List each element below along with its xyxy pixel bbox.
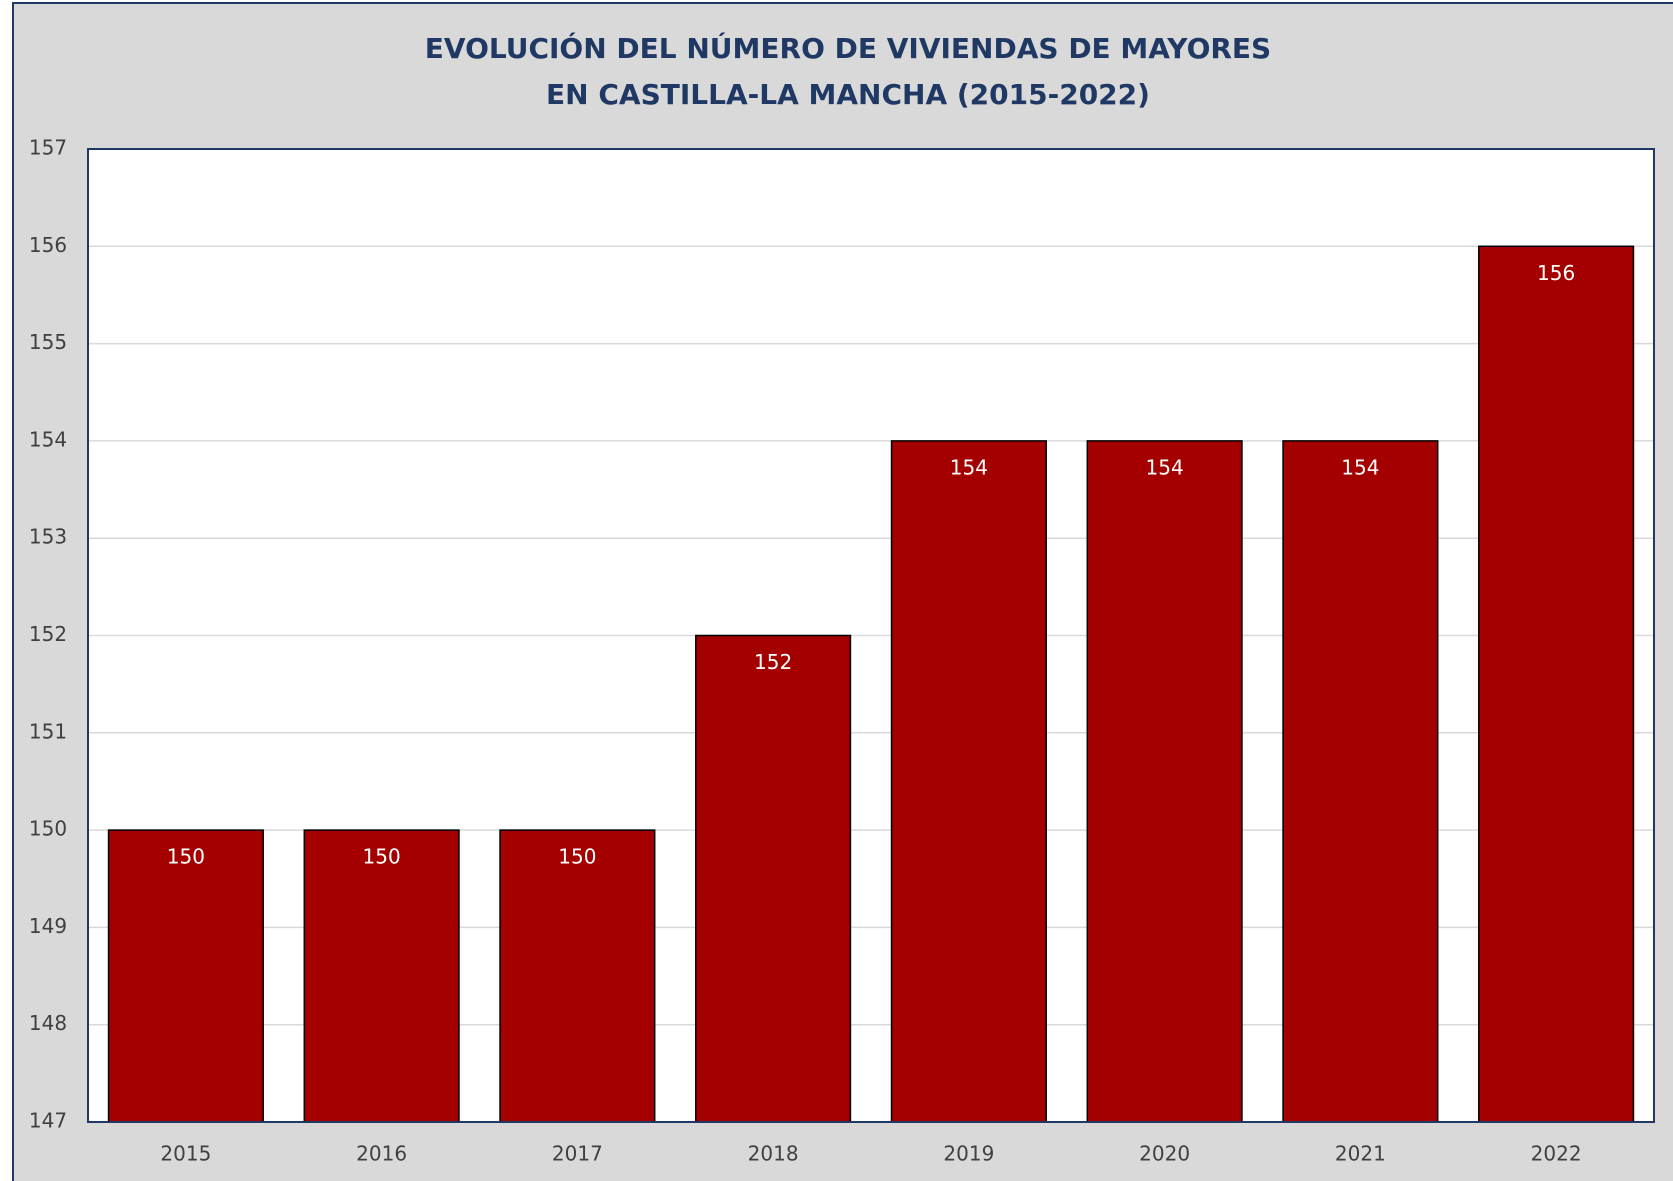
bar [499, 829, 656, 1123]
bar [695, 634, 852, 1123]
x-tick-label: 2016 [356, 1142, 407, 1166]
x-tick-label: 2021 [1335, 1142, 1386, 1166]
value-label: 150 [167, 845, 205, 869]
y-tick-label: 151 [29, 719, 67, 743]
plot-border [87, 148, 1655, 1123]
y-tick-label: 152 [29, 622, 67, 646]
value-label: 154 [950, 455, 988, 479]
value-label: 154 [1146, 455, 1184, 479]
bar [890, 440, 1047, 1123]
y-tick-label: 155 [29, 330, 67, 354]
y-tick-label: 157 [29, 136, 67, 160]
bar [1478, 245, 1635, 1123]
x-tick-label: 2018 [748, 1142, 799, 1166]
x-tick-label: 2019 [943, 1142, 994, 1166]
bar [1282, 440, 1439, 1123]
x-tick-label: 2017 [552, 1142, 603, 1166]
y-tick-label: 147 [29, 1109, 67, 1133]
chart-title: EN CASTILLA-LA MANCHA (2015-2022) [546, 78, 1150, 111]
y-tick-label: 156 [29, 233, 67, 257]
chart-title: EVOLUCIÓN DEL NÚMERO DE VIVIENDAS DE MAY… [425, 31, 1271, 65]
y-tick-label: 154 [29, 427, 67, 451]
value-label: 150 [363, 845, 401, 869]
value-label: 152 [754, 650, 792, 674]
bar [303, 829, 460, 1123]
x-tick-label: 2015 [160, 1142, 211, 1166]
bar [1086, 440, 1243, 1123]
value-label: 150 [558, 845, 596, 869]
y-tick-label: 150 [29, 817, 67, 841]
x-tick-label: 2020 [1139, 1142, 1190, 1166]
value-label: 154 [1341, 455, 1379, 479]
x-tick-label: 2022 [1531, 1142, 1582, 1166]
y-tick-label: 149 [29, 914, 67, 938]
value-label: 156 [1537, 261, 1575, 285]
y-tick-label: 148 [29, 1011, 67, 1035]
y-tick-label: 153 [29, 525, 67, 549]
bar [107, 829, 264, 1123]
